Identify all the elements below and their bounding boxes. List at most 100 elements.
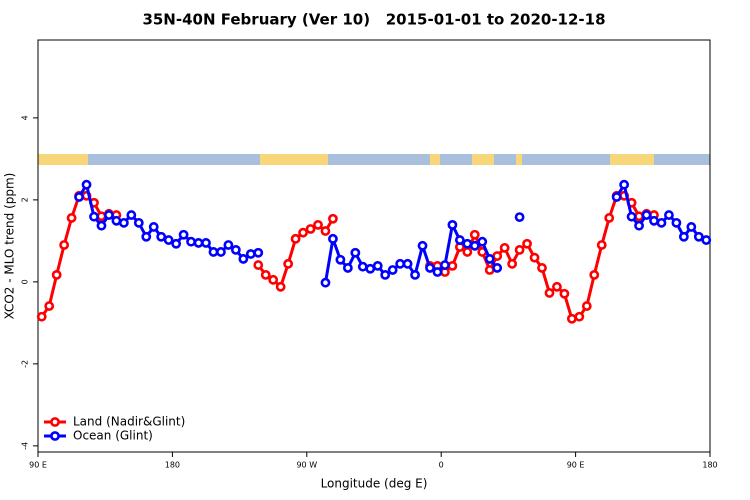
y-tick-label: 4 — [21, 115, 30, 120]
data-point — [566, 313, 577, 324]
data-point — [611, 192, 622, 202]
data-point — [529, 252, 540, 263]
data-point — [604, 213, 615, 223]
data-point — [133, 217, 144, 228]
data-point — [320, 277, 331, 288]
land-ocean-strip — [38, 154, 710, 165]
x-tick-label: 90 W — [296, 461, 317, 470]
data-point — [462, 247, 473, 257]
data-point — [619, 179, 630, 190]
data-point — [74, 192, 84, 202]
y-tick-label: 2 — [21, 197, 30, 202]
legend-marker — [50, 431, 60, 441]
data-point — [634, 211, 644, 222]
data-point — [440, 260, 450, 270]
data-point — [335, 254, 346, 265]
data-point — [701, 235, 712, 245]
data-point — [290, 233, 301, 244]
y-tick-label: -2 — [21, 360, 30, 368]
data-point — [589, 270, 600, 280]
y-tick-label: -4 — [21, 442, 30, 450]
data-point — [238, 254, 249, 264]
data-point — [193, 238, 204, 248]
data-point — [372, 260, 383, 271]
data-point — [425, 263, 435, 273]
data-point — [477, 236, 488, 247]
data-point — [81, 179, 92, 190]
data-point — [141, 231, 152, 242]
data-point — [253, 247, 264, 258]
data-point — [223, 240, 234, 250]
data-point — [664, 210, 674, 220]
data-point — [89, 211, 99, 222]
data-point — [357, 261, 368, 272]
data-point — [260, 270, 271, 280]
data-point — [245, 249, 256, 259]
data-point — [507, 258, 518, 269]
data-point — [537, 263, 547, 273]
data-point — [298, 227, 308, 238]
data-point — [454, 235, 465, 245]
data-point — [283, 258, 294, 269]
data-point — [686, 222, 697, 232]
chart-title: 35N-40N February (Ver 10) 2015-01-01 to … — [142, 11, 605, 29]
data-point — [514, 244, 525, 255]
data-point — [51, 270, 62, 280]
data-point — [395, 258, 406, 269]
data-point — [118, 217, 129, 228]
data-point — [328, 233, 338, 244]
data-point — [313, 219, 323, 230]
data-point — [641, 210, 652, 220]
data-point — [96, 220, 107, 231]
data-point — [230, 244, 241, 255]
data-point — [380, 270, 391, 280]
data-point — [634, 220, 644, 231]
data-point — [484, 254, 495, 264]
data-point — [544, 288, 555, 298]
data-point — [148, 222, 159, 232]
data-point — [350, 247, 361, 258]
legend-label: Land (Nadir&Glint) — [73, 415, 185, 429]
y-axis-label: XCO2 - MLO trend (ppm) — [3, 173, 17, 320]
data-point — [305, 224, 316, 234]
x-axis-label: Longitude (deg E) — [321, 477, 428, 491]
data-point — [596, 240, 607, 250]
data-point — [111, 215, 122, 226]
data-point — [552, 281, 562, 292]
data-point — [484, 265, 495, 275]
data-point — [410, 270, 420, 280]
data-point — [432, 267, 443, 277]
data-point — [462, 238, 473, 249]
data-point — [387, 265, 398, 275]
data-point — [320, 226, 331, 236]
data-point — [447, 260, 458, 271]
data-point — [342, 263, 353, 273]
data-point — [328, 213, 338, 224]
data-point — [671, 217, 682, 228]
data-point — [36, 311, 47, 322]
x-tick-label: 180 — [165, 461, 180, 470]
data-point — [253, 260, 264, 270]
data-point — [514, 212, 525, 222]
data-point — [656, 217, 667, 228]
data-point — [178, 229, 189, 240]
data-point — [201, 238, 211, 248]
data-point — [522, 238, 532, 249]
data-point — [96, 211, 107, 222]
data-point — [163, 235, 174, 245]
data-point — [268, 274, 279, 285]
data-point — [581, 301, 592, 311]
data-point — [492, 263, 503, 273]
data-point — [417, 240, 428, 251]
data-point — [208, 247, 219, 257]
data-point — [447, 219, 458, 230]
data-point — [693, 231, 704, 242]
data-point — [492, 251, 503, 261]
plot-frame — [37, 39, 711, 453]
data-point — [365, 263, 376, 274]
legend: Land (Nadir&Glint)Ocean (Glint) — [44, 415, 185, 443]
data-point — [402, 258, 413, 269]
data-point — [499, 242, 510, 253]
data-point — [275, 281, 286, 292]
